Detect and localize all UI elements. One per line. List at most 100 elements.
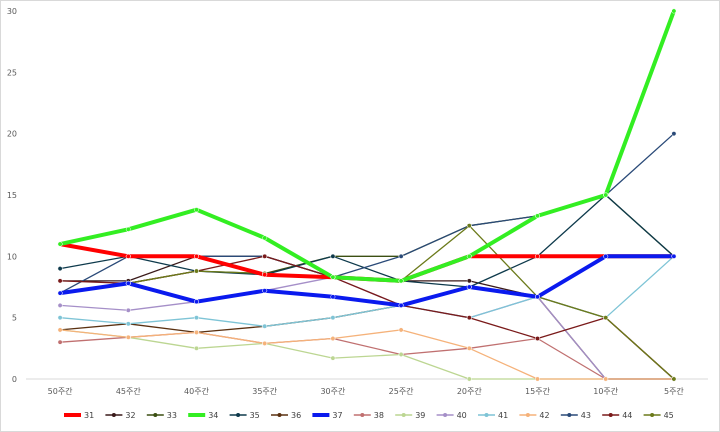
legend-marker (318, 413, 323, 417)
y-tick-label: 5 (12, 314, 17, 323)
legend-label: 38 (374, 411, 384, 420)
data-point-45 (603, 315, 609, 321)
data-point-37 (330, 294, 336, 300)
data-point-42 (535, 376, 540, 382)
legend-label: 33 (167, 411, 177, 420)
x-tick-label: 15주간 (525, 386, 551, 396)
data-point-44 (57, 278, 63, 284)
legend-item-45[interactable]: 45 (643, 411, 674, 420)
data-point-37 (125, 280, 131, 286)
legend-label: 32 (125, 411, 135, 420)
legend-marker (608, 413, 613, 417)
data-point-34 (398, 278, 404, 284)
legend-item-40[interactable]: 40 (436, 411, 467, 420)
series-lines (59, 10, 676, 380)
data-point-31 (262, 272, 268, 278)
legend-label: 35 (250, 411, 260, 420)
x-tick-label: 20주간 (457, 386, 483, 396)
data-point-41 (262, 323, 268, 329)
data-point-43 (398, 253, 404, 259)
legend[interactable]: 31 32 33 34 35 36 37 38 39 40 41 42 43 44 45 (64, 411, 674, 420)
x-tick-label: 30주간 (320, 386, 346, 396)
legend-marker (194, 413, 199, 417)
data-point-39 (466, 376, 472, 382)
legend-label: 41 (498, 411, 508, 420)
legend-item-32[interactable]: 32 (105, 411, 136, 420)
data-point-42 (603, 376, 609, 382)
y-tick-label: 30 (7, 7, 17, 16)
y-tick-label: 10 (7, 252, 17, 261)
y-tick-label: 0 (12, 375, 17, 384)
data-point-39 (330, 355, 336, 361)
data-point-41 (330, 315, 336, 321)
data-point-37 (603, 253, 609, 259)
data-point-34 (535, 213, 540, 219)
x-tick-label: 35주간 (252, 386, 278, 396)
data-point-37 (466, 284, 472, 290)
data-point-31 (125, 253, 131, 259)
data-point-37 (194, 299, 199, 305)
data-point-44 (466, 315, 472, 321)
data-point-37 (671, 253, 677, 259)
data-point-39 (194, 345, 199, 351)
legend-item-33[interactable]: 33 (146, 411, 177, 420)
y-tick-label: 25 (7, 68, 17, 77)
data-point-31 (535, 253, 540, 259)
legend-marker (567, 413, 572, 417)
legend-label: 42 (539, 411, 549, 420)
data-point-32 (466, 278, 472, 284)
data-point-34 (194, 207, 199, 213)
legend-item-36[interactable]: 36 (271, 411, 301, 420)
data-point-35 (330, 253, 336, 259)
x-tick-label: 40주간 (184, 386, 210, 396)
x-axis-ticks: 50주간 45주간 40주간 35주간 30주간 25주간 20주간 15주간 10주간 5주간 (48, 386, 685, 396)
data-point-37 (57, 290, 63, 296)
legend-marker (443, 413, 448, 417)
y-tick-label: 15 (7, 191, 17, 200)
data-point-34 (466, 253, 472, 259)
data-point-42 (57, 327, 63, 333)
data-point-41 (57, 315, 63, 321)
data-point-41 (194, 315, 199, 321)
legend-item-35[interactable]: 35 (229, 411, 260, 420)
legend-item-31[interactable]: 31 (64, 411, 94, 420)
legend-item-34[interactable]: 34 (188, 411, 218, 420)
y-tick-label: 20 (7, 130, 17, 139)
legend-item-42[interactable]: 42 (519, 411, 550, 420)
data-point-42 (125, 334, 131, 340)
legend-marker (277, 413, 282, 417)
legend-item-39[interactable]: 39 (395, 411, 425, 420)
data-point-45 (466, 223, 472, 229)
data-point-37 (262, 288, 268, 294)
data-point-37 (398, 302, 404, 308)
data-point-34 (262, 235, 268, 241)
legend-item-37[interactable]: 37 (312, 411, 343, 420)
series-line-42 (60, 329, 674, 380)
data-point-44 (535, 336, 540, 341)
legend-marker (401, 413, 406, 417)
legend-marker (360, 413, 365, 417)
data-point-40 (125, 307, 131, 313)
legend-marker (70, 413, 75, 417)
data-point-45 (194, 268, 199, 274)
data-point-45 (671, 376, 677, 382)
legend-marker (236, 413, 241, 417)
legend-marker (111, 413, 116, 417)
x-tick-label: 10주간 (593, 386, 619, 396)
legend-item-41[interactable]: 41 (478, 411, 508, 420)
data-point-42 (466, 345, 472, 351)
data-point-40 (57, 302, 63, 308)
data-point-34 (603, 192, 609, 198)
data-point-37 (535, 294, 540, 300)
legend-label: 34 (208, 411, 218, 420)
data-point-34 (330, 274, 336, 280)
legend-item-38[interactable]: 38 (353, 411, 384, 420)
data-point-41 (125, 321, 131, 327)
legend-marker (484, 413, 489, 417)
legend-item-44[interactable]: 44 (602, 411, 632, 420)
legend-item-43[interactable]: 43 (560, 411, 591, 420)
x-tick-label: 5주간 (664, 386, 684, 396)
data-point-44 (262, 253, 268, 259)
